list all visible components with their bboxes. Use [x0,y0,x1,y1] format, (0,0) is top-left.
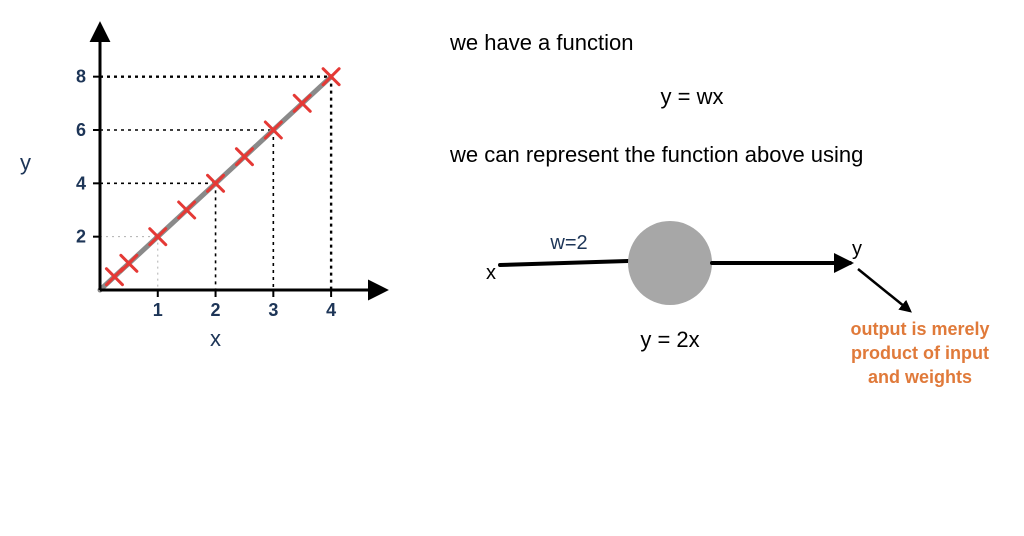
svg-text:4: 4 [326,300,336,320]
node-diagram: x w=2 y y = 2x output is merely product of in… [420,178,1020,438]
svg-text:6: 6 [76,120,86,140]
svg-text:w=2: w=2 [549,232,587,254]
intro-text: we have a function [450,30,1024,56]
svg-text:y: y [852,238,862,260]
represent-text: we can represent the function above usin… [450,142,1024,168]
svg-text:2: 2 [76,227,86,247]
svg-text:8: 8 [76,67,86,87]
svg-text:output is merely: output is merely [850,319,989,339]
svg-text:product of input: product of input [851,343,989,363]
explanation-panel: we have a function y = wx we can represe… [420,0,1024,536]
svg-text:4: 4 [76,173,86,193]
equation-text: y = wx [360,84,1024,110]
x-axis-label: x [210,326,221,352]
svg-text:3: 3 [268,300,278,320]
y-axis-label: y [20,150,31,176]
svg-text:x: x [486,262,496,284]
chart-panel: 1 2 3 4 2 4 6 8 y x [0,0,420,536]
svg-text:and weights: and weights [868,367,972,387]
svg-text:y = 2x: y = 2x [640,327,699,352]
svg-text:1: 1 [153,300,163,320]
svg-text:2: 2 [211,300,221,320]
